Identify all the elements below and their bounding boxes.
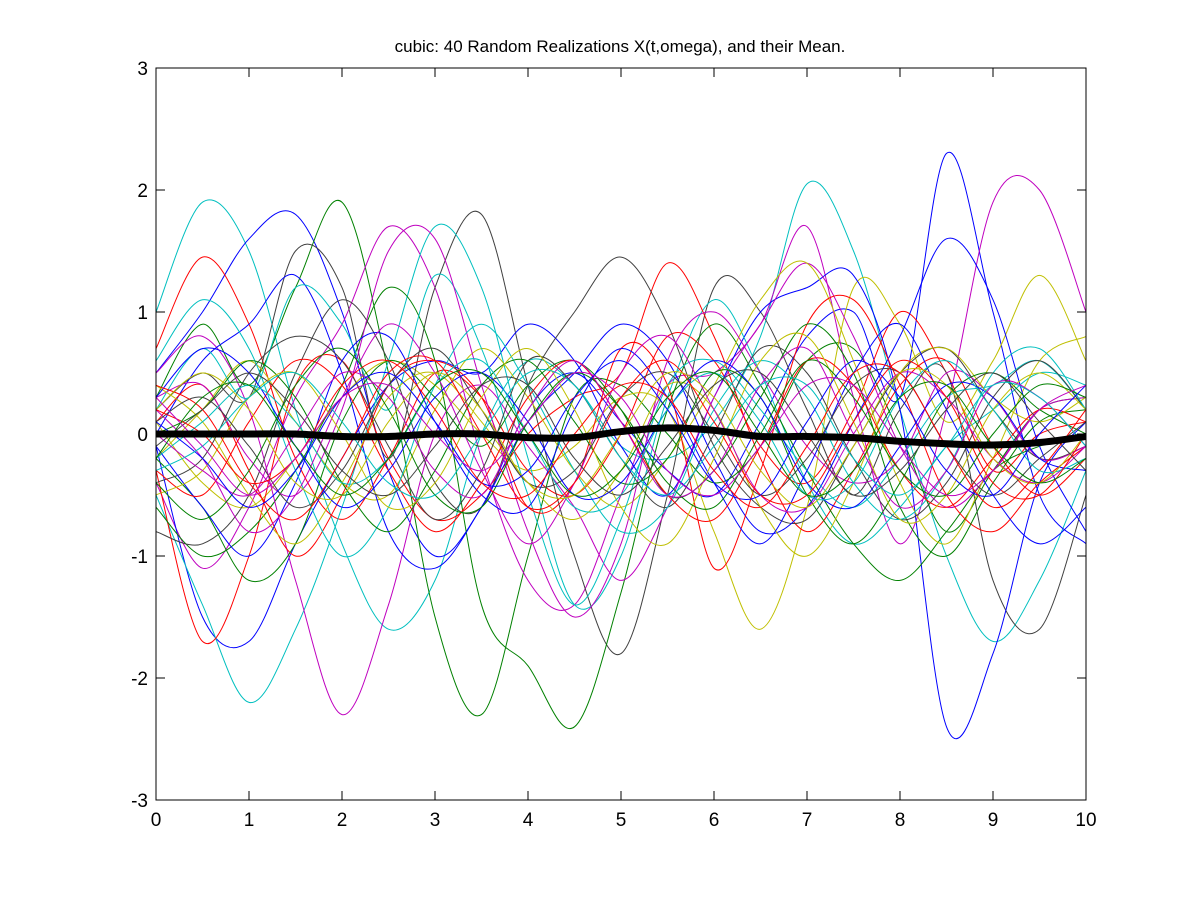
x-tick-label: 6 [709, 810, 720, 831]
realization-line-15 [156, 237, 1086, 570]
y-tick-label: -1 [131, 547, 148, 568]
realization-line-7 [156, 211, 1086, 656]
realization-line-27 [156, 332, 1086, 546]
y-tick-label: 3 [137, 59, 148, 80]
chart-title: cubic: 40 Random Realizations X(t,omega)… [395, 37, 846, 56]
realization-line-5 [156, 175, 1086, 611]
realization-line-29 [156, 347, 1086, 510]
x-tick-label: 1 [244, 810, 255, 831]
x-tick-label: 0 [151, 810, 162, 831]
realization-line-26 [156, 323, 1086, 545]
y-tick-label: 0 [137, 425, 148, 446]
x-tick-label: 9 [988, 810, 999, 831]
y-tick-label: 1 [137, 303, 148, 324]
realization-line-9 [156, 223, 1086, 703]
realization-line-37 [156, 368, 1086, 499]
realization-line-23 [156, 299, 1086, 558]
realization-line-17 [156, 294, 1086, 571]
x-tick-label: 8 [895, 810, 906, 831]
realization-line-32 [156, 347, 1086, 520]
x-tick-label: 3 [430, 810, 441, 831]
x-tick-label: 4 [523, 810, 534, 831]
mean-line [156, 424, 1086, 449]
realization-line-40 [156, 371, 1086, 497]
y-tick-label: -2 [131, 669, 148, 690]
realization-line-20 [156, 347, 1086, 557]
realization-line-39 [156, 368, 1086, 497]
x-axis: 0 1 2 3 4 5 6 7 8 9 10 [151, 68, 1097, 831]
y-tick-label: 2 [137, 181, 148, 202]
plot-area: 0 1 2 3 4 5 6 7 8 9 10 -3 -2 -1 0 1 2 3 [131, 59, 1096, 831]
realization-line-38 [156, 359, 1086, 509]
realization-line-19 [156, 224, 1086, 618]
x-tick-label: 2 [337, 810, 348, 831]
x-tick-label: 10 [1075, 810, 1096, 831]
x-tick-label: 7 [802, 810, 813, 831]
realization-line-30 [156, 358, 1086, 513]
y-axis: -3 -2 -1 0 1 2 3 [131, 59, 1086, 812]
y-tick-label: -3 [131, 791, 148, 812]
realization-line-12 [156, 262, 1086, 716]
realization-line-11 [156, 286, 1086, 730]
mean-layer [156, 424, 1086, 449]
x-tick-label: 5 [616, 810, 627, 831]
